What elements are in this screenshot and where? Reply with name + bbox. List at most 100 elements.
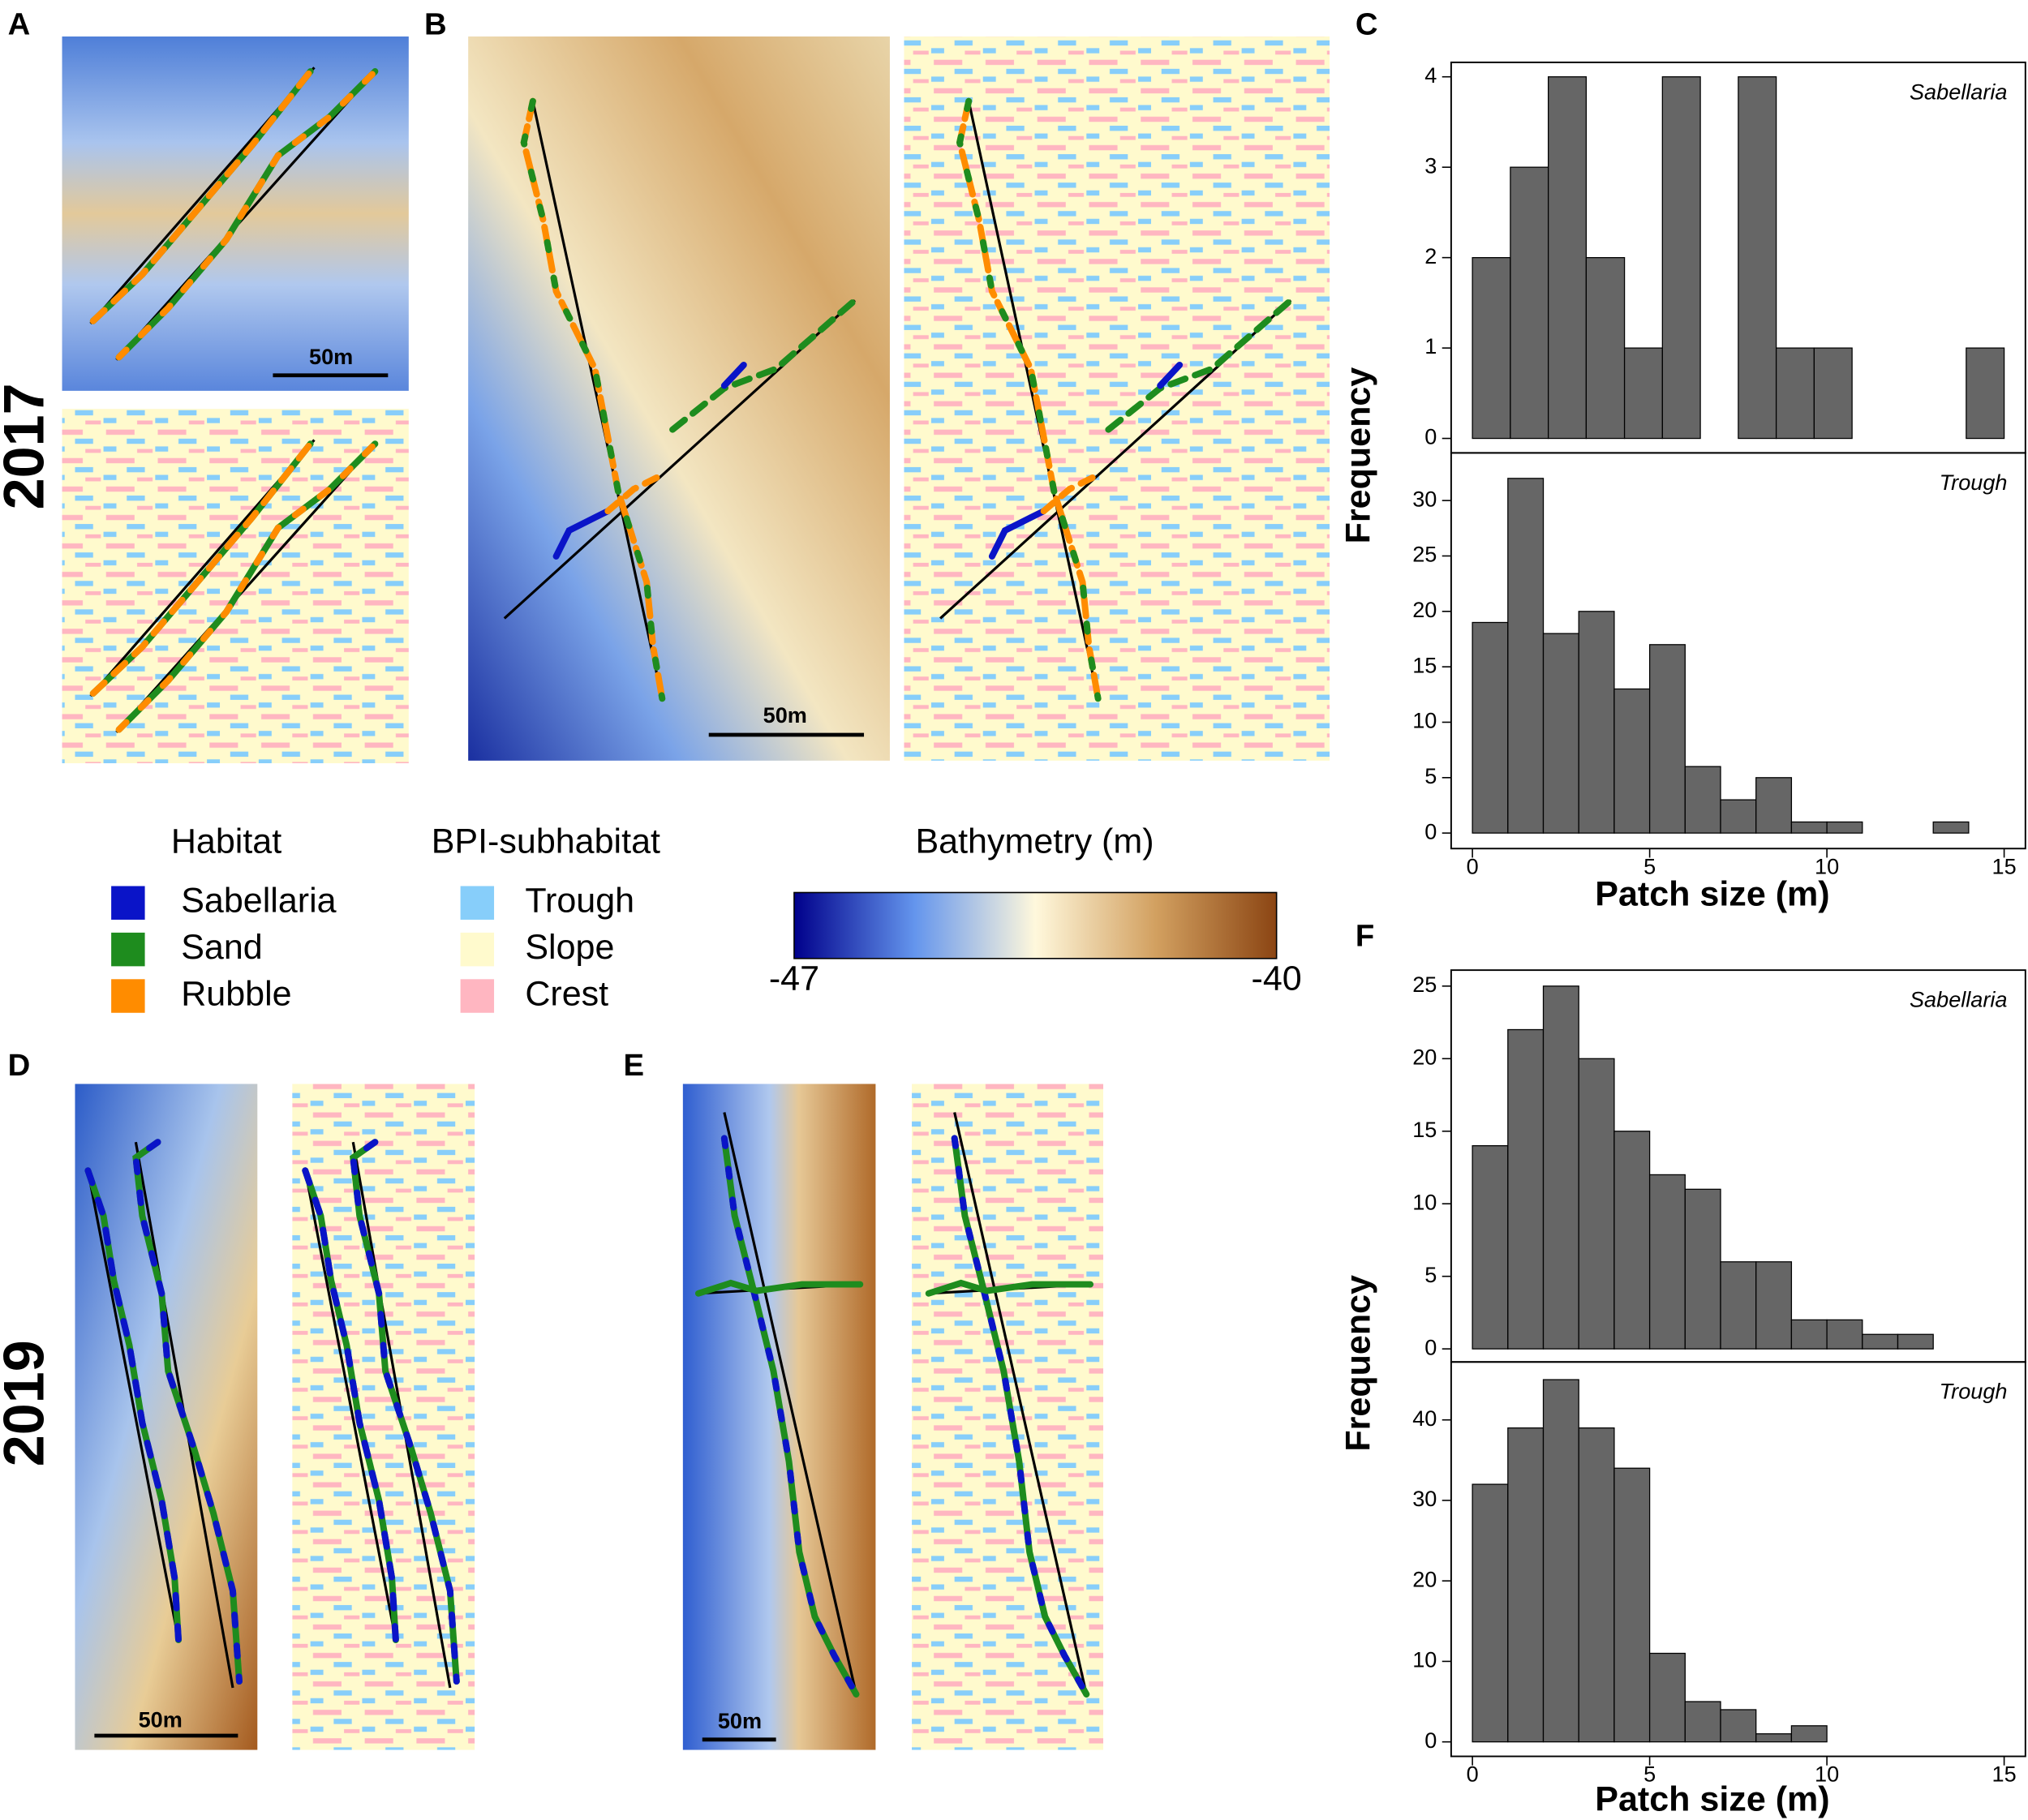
histogram-bar xyxy=(1542,633,1579,834)
histogram-bar xyxy=(1720,1709,1757,1743)
y-tick-label: 10 xyxy=(1412,1189,1437,1214)
y-tick-label: 1 xyxy=(1424,333,1437,358)
histogram-bar xyxy=(1790,1725,1828,1743)
x-axis-title: Patch size (m) xyxy=(1595,875,1829,914)
facet-label: Sabellaria xyxy=(1910,987,2008,1012)
tracks-d xyxy=(84,1139,243,1689)
track xyxy=(115,68,379,361)
tracks-b xyxy=(503,97,858,702)
x-tick-label: 15 xyxy=(1992,1762,2017,1787)
y-tick-label: 0 xyxy=(1424,1728,1437,1753)
plot-frame xyxy=(1450,1361,2026,1758)
legend-title: Bathymetry (m) xyxy=(915,822,1154,861)
y-tick-label: 0 xyxy=(1424,1334,1437,1359)
y-tick-label: 10 xyxy=(1412,1647,1437,1672)
histogram-bar xyxy=(1684,1701,1721,1743)
legend-label: Trough xyxy=(525,882,634,921)
y-tick-label: 5 xyxy=(1424,763,1437,788)
histogram-bar xyxy=(1507,1427,1545,1743)
x-tick-label: 10 xyxy=(1815,1762,1839,1787)
map-b-bpi xyxy=(904,36,1330,761)
histogram-bar xyxy=(1578,1427,1615,1743)
panel-label: E xyxy=(623,1048,644,1083)
legend-title: BPI-subhabitat xyxy=(432,822,660,861)
histogram-bar xyxy=(1472,1483,1509,1743)
panel-label: B xyxy=(424,6,447,41)
track xyxy=(552,508,612,560)
legend-label: Crest xyxy=(525,974,608,1013)
y-tick-label: 4 xyxy=(1424,62,1437,88)
histogram-bar xyxy=(1507,1028,1545,1350)
track xyxy=(604,473,664,515)
map-d-bathymetry xyxy=(75,1084,258,1750)
histogram-bar xyxy=(1932,821,1970,834)
transect xyxy=(531,101,664,699)
histogram-bar xyxy=(1966,347,2005,440)
x-tick-label: 5 xyxy=(1643,853,1656,878)
track xyxy=(720,361,747,389)
histogram-bar xyxy=(1790,821,1828,834)
x-tick-label: 10 xyxy=(1815,853,1839,878)
y-tick-label: 20 xyxy=(1412,1566,1437,1591)
y-axis-title: Frequency xyxy=(1339,367,1378,544)
histogram-bar xyxy=(1542,985,1579,1350)
y-tick-label: 15 xyxy=(1412,652,1437,677)
scale-bar-label: 50m xyxy=(718,1708,762,1733)
histogram-bar xyxy=(1542,1379,1579,1743)
histogram-bar xyxy=(1547,76,1588,440)
y-tick-label: 2 xyxy=(1424,243,1437,268)
legend-swatch xyxy=(111,886,145,920)
legend-swatch xyxy=(460,932,495,967)
histogram-bar xyxy=(1790,1319,1828,1350)
legend-swatch xyxy=(111,979,145,1013)
y-tick-label: 25 xyxy=(1412,972,1437,997)
y-tick-label: 3 xyxy=(1424,152,1437,178)
scale-bar-label: 50m xyxy=(309,344,353,369)
year-label: 2017 xyxy=(0,383,56,509)
histogram-bar xyxy=(1648,1652,1686,1743)
map-d-bpi xyxy=(292,1084,475,1750)
histogram-bar xyxy=(1755,1733,1793,1743)
legend-swatch xyxy=(460,886,495,920)
panel-label: C xyxy=(1356,6,1378,41)
histogram-bar xyxy=(1510,166,1549,440)
x-tick-label: 0 xyxy=(1467,853,1479,878)
histogram-bar xyxy=(1613,1467,1651,1743)
panel-label: F xyxy=(1356,918,1374,953)
y-tick-label: 30 xyxy=(1412,486,1437,511)
legend-title: Habitat xyxy=(171,822,281,861)
track xyxy=(694,1279,864,1297)
legend-label: Slope xyxy=(525,928,614,967)
histogram-bar xyxy=(1507,478,1545,834)
legend-label: Sabellaria xyxy=(181,882,336,921)
histogram-bar xyxy=(1720,799,1757,834)
y-tick-label: 40 xyxy=(1412,1406,1437,1431)
map-e-bpi xyxy=(912,1084,1104,1750)
histogram-bar xyxy=(1775,347,1815,440)
scale-bar-label: 50m xyxy=(763,702,807,728)
histogram-bar xyxy=(1661,76,1701,440)
track xyxy=(84,1167,183,1644)
scale-bars xyxy=(94,373,865,1742)
y-tick-label: 15 xyxy=(1412,1117,1437,1142)
histogram-bar xyxy=(1585,256,1626,440)
histogram-bar xyxy=(1578,1058,1615,1350)
histogram-bar xyxy=(1648,644,1686,834)
y-tick-label: 20 xyxy=(1412,1044,1437,1069)
transect xyxy=(723,1112,858,1695)
tracks-a xyxy=(89,67,379,361)
legend-swatch xyxy=(460,979,495,1013)
histogram-bar xyxy=(1613,688,1651,834)
y-axis-title: Frequency xyxy=(1339,1275,1378,1452)
colorbar xyxy=(793,891,1278,959)
histogram-bar xyxy=(1472,1145,1509,1350)
histogram-bar xyxy=(1472,256,1511,440)
facet-label: Trough xyxy=(1940,1379,2008,1404)
x-tick-label: 5 xyxy=(1643,1762,1656,1787)
year-label: 2019 xyxy=(0,1340,56,1466)
histogram-bar xyxy=(1472,621,1509,834)
histogram-bar xyxy=(1826,821,1863,834)
track xyxy=(132,1139,243,1685)
